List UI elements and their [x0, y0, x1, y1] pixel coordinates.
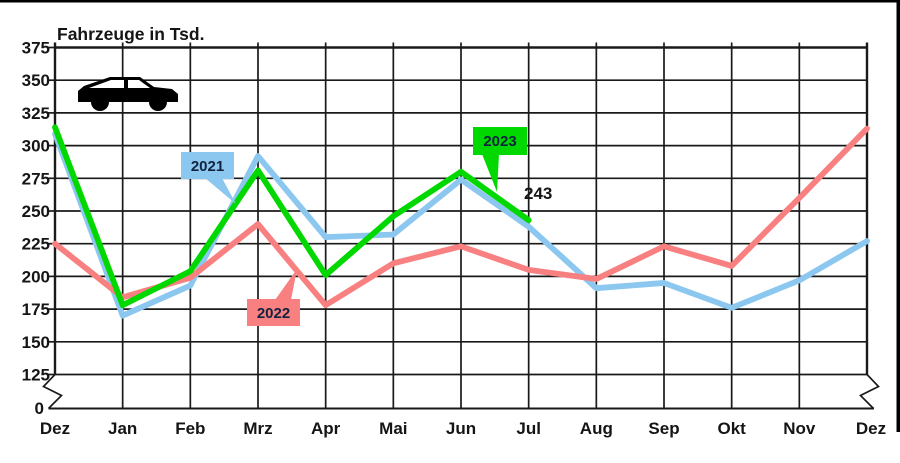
chart-title: Fahrzeuge in Tsd. — [57, 24, 204, 44]
callout-2022-pointer — [275, 269, 297, 300]
x-tick-label-3: Mrz — [243, 419, 272, 438]
car-wheel-front — [149, 93, 167, 111]
callout-2021-pointer — [205, 178, 236, 204]
x-tick-label-6: Jun — [446, 419, 476, 438]
y-tick-label-300: 300 — [22, 137, 50, 156]
y-tick-label-150: 150 — [22, 333, 50, 352]
x-tick-label-7: Jul — [516, 419, 541, 438]
series-line-2023 — [52, 124, 532, 309]
y-tick-label-350: 350 — [22, 71, 50, 90]
y-tick-label-200: 200 — [22, 267, 50, 286]
x-tick-label-9: Sep — [648, 419, 679, 438]
series-line-2022 — [52, 125, 870, 309]
x-tick-label-11: Nov — [783, 419, 816, 438]
callout-2021: 2021 — [181, 152, 236, 204]
screen-edge-right — [896, 0, 900, 432]
callout-2023-pointer — [482, 154, 499, 192]
screen-edge-top — [0, 0, 900, 3]
x-tick-label-0: Dez — [40, 419, 70, 438]
y-tick-label-325: 325 — [22, 104, 50, 123]
y-tick-label-250: 250 — [22, 202, 50, 221]
car-wheel-rear — [91, 93, 109, 111]
x-tick-label-12: Dez — [856, 419, 886, 438]
y-tick-label-225: 225 — [22, 235, 50, 254]
callout-2022-box — [247, 299, 300, 326]
car-icon — [78, 77, 178, 111]
callout-2022: 2022 — [247, 269, 300, 326]
y-tick-label-175: 175 — [22, 300, 50, 319]
x-tick-label-10: Okt — [717, 419, 746, 438]
series-line-2021 — [52, 130, 870, 319]
axis-break-right — [859, 373, 880, 410]
x-tick-label-1: Jan — [108, 419, 137, 438]
callout-2023-label: 2023 — [483, 133, 516, 150]
car-front-window — [128, 80, 150, 88]
data-label-243: 243 — [524, 184, 552, 203]
series-layer — [52, 124, 870, 319]
axis-break-left — [42, 373, 63, 410]
callout-2021-box — [181, 152, 234, 179]
x-tick-label-4: Apr — [311, 419, 341, 438]
callout-2021-label: 2021 — [191, 158, 224, 175]
car-rear-window — [89, 80, 124, 88]
callout-2023: 2023 — [473, 127, 527, 192]
y-axis-zero-label: 0 — [35, 399, 44, 418]
y-tick-label-125: 125 — [22, 366, 50, 385]
x-tick-label-8: Aug — [580, 419, 613, 438]
axis-label-layer: 375 350 325 300 275 250 225 200 175 150 125 Dez Jan F… — [22, 39, 886, 439]
y-tick-label-375: 375 — [22, 39, 50, 58]
x-tick-label-5: Mai — [379, 419, 407, 438]
y-tick-label-275: 275 — [22, 169, 50, 188]
callout-2022-label: 2022 — [257, 305, 290, 322]
x-tick-label-2: Feb — [175, 419, 205, 438]
callout-2023-box — [473, 127, 527, 155]
